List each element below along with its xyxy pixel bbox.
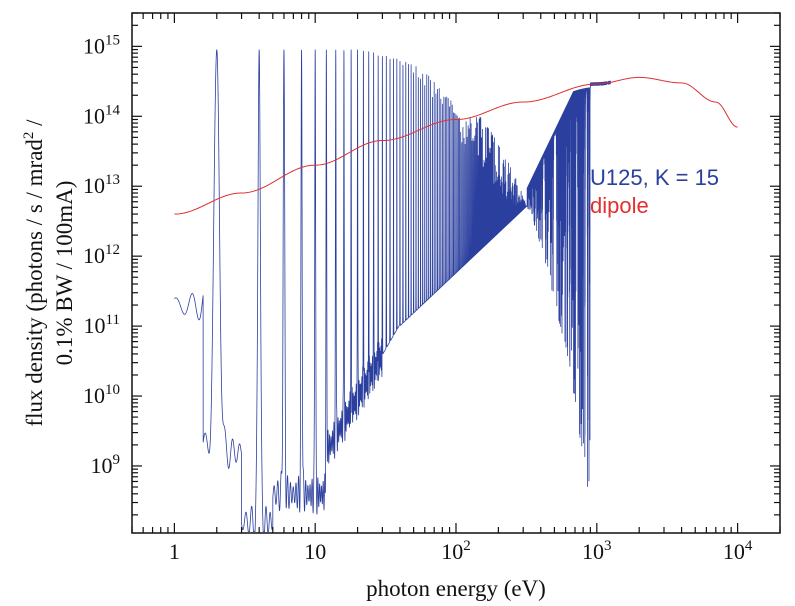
series-dipole (174, 76, 738, 215)
y-axis-title-line1: flux density (photons / s / mrad (22, 139, 47, 427)
y-axis-title-superscript: 2 (21, 132, 37, 140)
svg-text:flux density (photons / s / mr: flux density (photons / s / mrad2 / (21, 119, 47, 427)
series-undulator-u125 (174, 49, 611, 532)
plot-area (174, 49, 738, 532)
y-tick-label: 1013 (83, 172, 120, 198)
dipole-curve (174, 76, 738, 215)
x-tick-label: 10 (304, 539, 326, 564)
y-tick-label: 109 (91, 452, 121, 478)
y-tick-label: 1012 (83, 242, 120, 268)
legend-entry-u125: U125, K = 15 (590, 165, 719, 190)
x-tick-label: 1 (169, 539, 180, 564)
y-axis-title-line1-end: / (22, 119, 47, 132)
x-tick-label: 104 (723, 538, 753, 564)
undulator-curve (174, 49, 611, 532)
x-tick-label: 102 (441, 538, 471, 564)
x-axis-title: photon energy (eV) (366, 576, 546, 601)
x-tick-label: 103 (582, 538, 612, 564)
x-axis-ticks (131, 13, 781, 533)
y-axis-title: flux density (photons / s / mrad2 / 0.1%… (21, 119, 77, 427)
y-axis-title-line2: 0.1% BW / 100mA) (52, 181, 77, 366)
x-axis-tick-labels: 1 10 102 103 104 (169, 538, 753, 564)
y-tick-label: 1011 (84, 312, 120, 338)
y-tick-label: 1015 (83, 32, 120, 58)
legend-entry-dipole: dipole (590, 193, 649, 218)
y-tick-label: 1010 (83, 382, 120, 408)
y-tick-label: 1014 (83, 102, 121, 128)
y-axis-ticks (132, 12, 780, 516)
y-axis-tick-labels: 109 1010 1011 1012 1013 1014 1015 (83, 32, 121, 478)
